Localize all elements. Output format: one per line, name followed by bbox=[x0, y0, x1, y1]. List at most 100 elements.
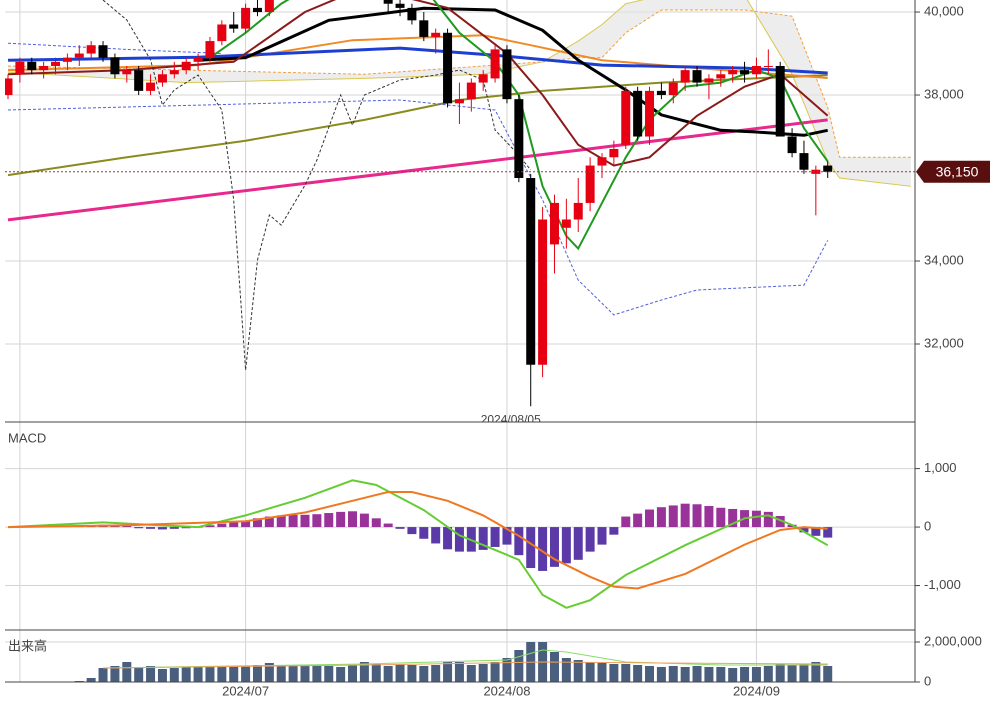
volume-bar bbox=[276, 666, 286, 682]
macd-bar bbox=[276, 515, 286, 528]
volume-bar bbox=[680, 667, 690, 682]
y-tick-label: 2,000,000 bbox=[924, 633, 982, 648]
macd-bar bbox=[561, 527, 571, 564]
macd-bar bbox=[312, 514, 322, 528]
volume-bar bbox=[645, 666, 655, 682]
macd-bar bbox=[252, 518, 262, 528]
volume-bar bbox=[419, 666, 429, 682]
candle-body bbox=[478, 74, 488, 83]
candle-body bbox=[395, 3, 405, 8]
macd-bar bbox=[205, 525, 215, 528]
macd-line bbox=[7, 479, 829, 609]
volume-bar bbox=[98, 668, 108, 682]
volume-bar bbox=[704, 667, 714, 682]
volume-bar bbox=[561, 658, 571, 682]
candle-body bbox=[110, 57, 120, 75]
macd-bar bbox=[407, 527, 417, 535]
macd-bar bbox=[609, 527, 619, 535]
indicator-line bbox=[7, 0, 829, 167]
candle-body bbox=[193, 57, 203, 62]
candle-body bbox=[39, 65, 49, 71]
candle-body bbox=[538, 219, 548, 365]
macd-bar bbox=[751, 510, 761, 528]
volume-bar bbox=[122, 662, 132, 682]
macd-bar bbox=[597, 527, 607, 545]
macd-bar bbox=[775, 515, 785, 528]
candle-body bbox=[169, 70, 179, 75]
candle-body bbox=[633, 90, 643, 137]
x-tick-label: 2024/09 bbox=[733, 683, 780, 698]
candle-body bbox=[740, 70, 750, 75]
volume-bar bbox=[359, 662, 369, 682]
macd-bar bbox=[621, 516, 631, 528]
macd-bar bbox=[181, 527, 191, 529]
candle-body bbox=[502, 49, 512, 100]
volume-bar bbox=[502, 658, 512, 682]
volume-bar bbox=[241, 666, 251, 682]
volume-line bbox=[102, 661, 828, 669]
macd-bar bbox=[371, 518, 381, 528]
macd-bar bbox=[573, 527, 583, 560]
macd-bar bbox=[443, 527, 453, 550]
volume-bar bbox=[751, 667, 761, 682]
macd-bar bbox=[799, 527, 809, 533]
indicator-line bbox=[102, 0, 532, 371]
indicator-line bbox=[7, 42, 222, 54]
volume-bar bbox=[395, 664, 405, 682]
candle-body bbox=[751, 65, 761, 75]
candle-body bbox=[454, 99, 464, 104]
candle-body bbox=[573, 202, 583, 220]
volume-bar bbox=[134, 668, 144, 682]
volume-bar bbox=[407, 665, 417, 682]
volume-bar bbox=[193, 667, 203, 682]
candle-body bbox=[62, 57, 72, 62]
candle-body bbox=[15, 61, 25, 75]
y-tick-label: -1,000 bbox=[924, 577, 961, 592]
candle-body bbox=[728, 70, 738, 75]
cloud-span bbox=[7, 0, 911, 187]
y-tick-label: 34,000 bbox=[924, 252, 964, 267]
candle-body bbox=[621, 90, 631, 145]
volume-bar bbox=[621, 664, 631, 682]
candle-body bbox=[704, 78, 714, 83]
macd-bar bbox=[288, 514, 298, 528]
candle-body bbox=[157, 74, 167, 83]
volume-bar bbox=[656, 667, 666, 682]
volume-bar bbox=[514, 650, 524, 682]
x-tick-label: 2024/07 bbox=[222, 683, 269, 698]
y-tick-label: 38,000 bbox=[924, 86, 964, 101]
volume-bar bbox=[454, 662, 464, 682]
indicator-line bbox=[7, 99, 829, 316]
macd-bar bbox=[704, 506, 714, 528]
candle-body bbox=[264, 0, 274, 13]
macd-bar bbox=[538, 527, 548, 571]
volume-bar bbox=[787, 665, 797, 682]
candle-body bbox=[526, 178, 536, 365]
macd-bar bbox=[348, 511, 358, 528]
macd-bar bbox=[514, 527, 524, 556]
volume-bar bbox=[443, 662, 453, 682]
macd-bar bbox=[811, 527, 821, 536]
candle-body bbox=[799, 153, 809, 170]
candle-body bbox=[205, 41, 215, 58]
volume-bar bbox=[823, 666, 833, 682]
candle-body bbox=[252, 7, 262, 13]
volume-bar bbox=[740, 667, 750, 682]
volume-bar bbox=[597, 663, 607, 682]
volume-bar bbox=[549, 652, 559, 682]
y-tick-label: 0 bbox=[924, 673, 931, 688]
macd-bar bbox=[823, 527, 833, 538]
y-tick-label: 32,000 bbox=[924, 335, 964, 350]
macd-bar bbox=[419, 527, 429, 539]
axes: MACD 出来高 32,000 34,000 38,000 40,000 -1,000 0… bbox=[5, 0, 990, 698]
candle-body bbox=[656, 90, 666, 96]
macd-bar bbox=[692, 504, 702, 528]
candle-body bbox=[775, 65, 785, 137]
candle-body bbox=[122, 70, 132, 75]
volume-bar bbox=[585, 662, 595, 682]
macd-bar bbox=[656, 507, 666, 528]
candle-body bbox=[716, 74, 726, 79]
candle-body bbox=[407, 7, 417, 21]
candle-body bbox=[5, 78, 13, 96]
